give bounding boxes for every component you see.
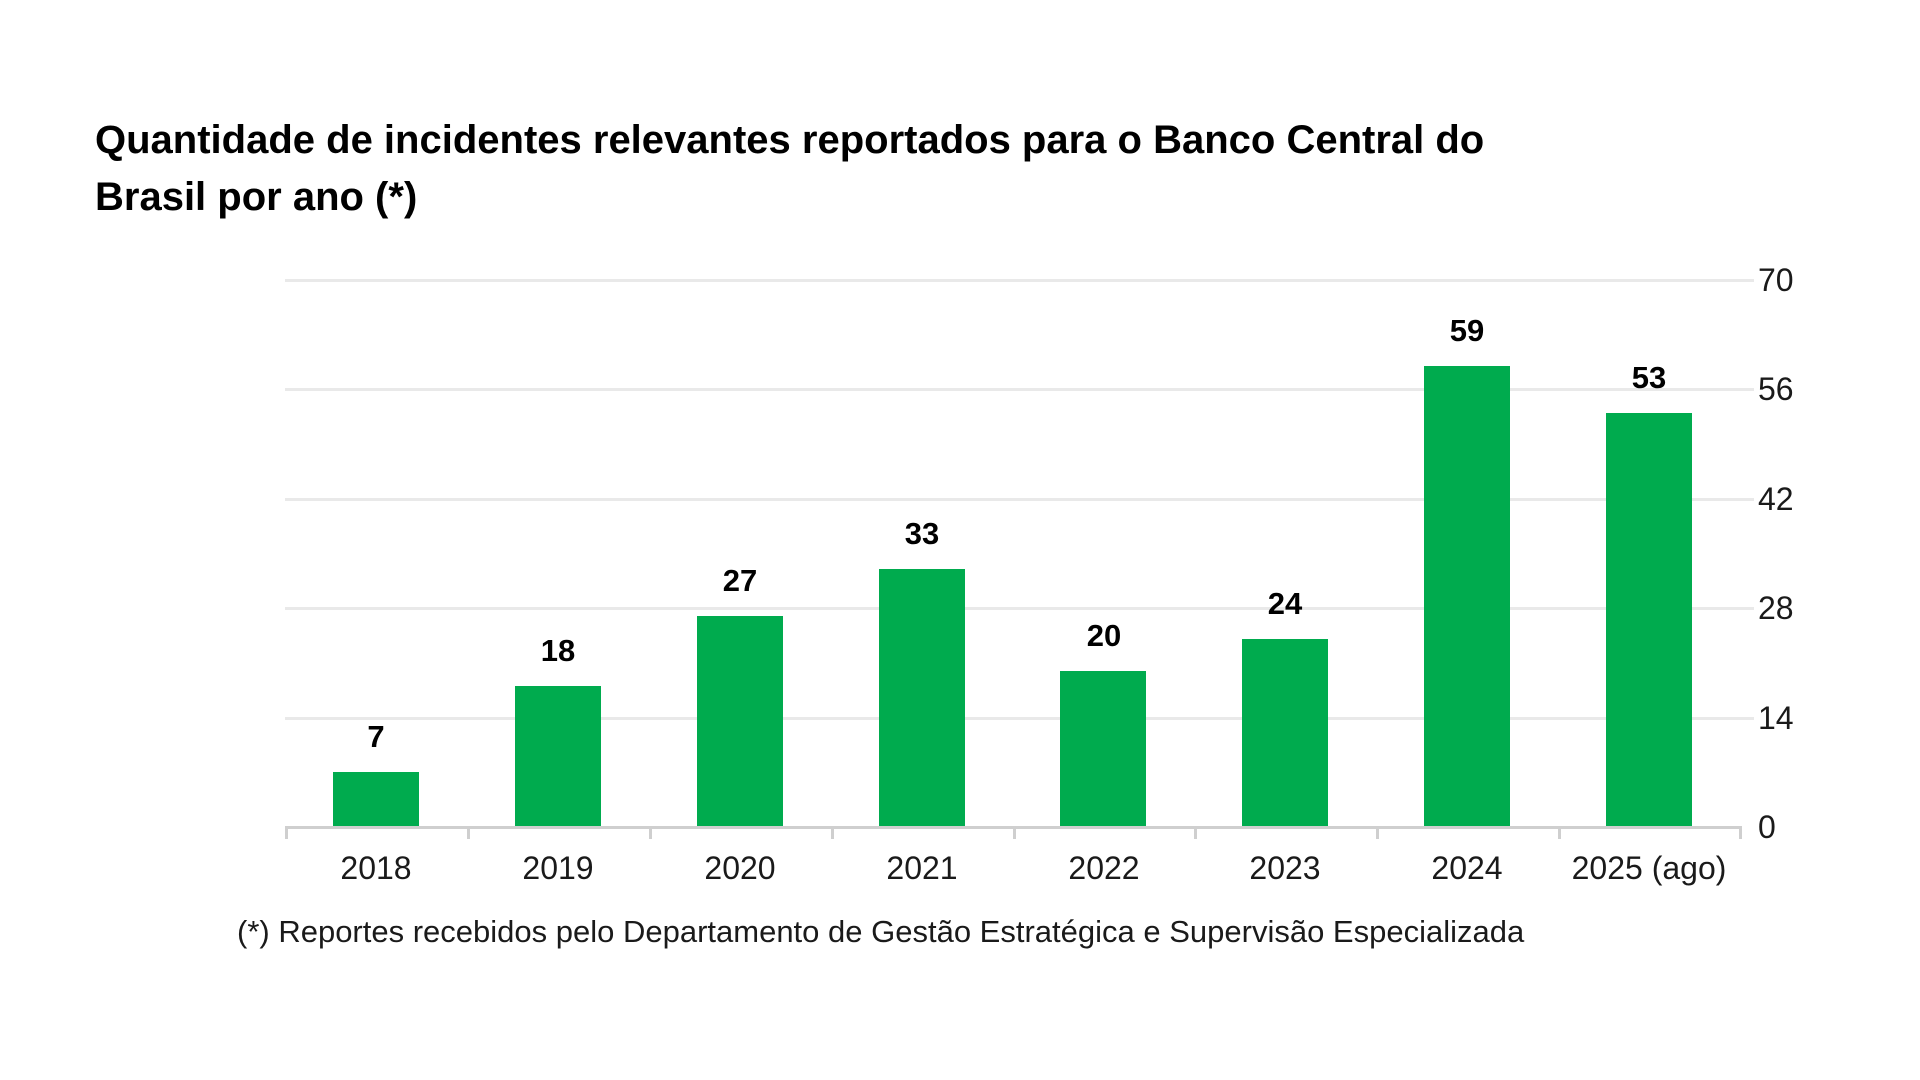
y-tick-label-56: 56 (1758, 371, 1794, 407)
y-tick-label-42: 42 (1758, 481, 1794, 517)
x-axis-tick-2 (649, 829, 652, 839)
x-tick-label-2022: 2022 (1068, 850, 1140, 886)
bar-value-label-2025-ago: 53 (1631, 360, 1667, 395)
chart-title: Quantidade de incidentes relevantes repo… (95, 112, 1855, 226)
bar-value-label-2022: 20 (1086, 618, 1122, 653)
bar-value-label-2023: 24 (1267, 586, 1303, 621)
y-tick-label-0: 0 (1758, 809, 1776, 845)
bar-2023 (1242, 639, 1328, 827)
bar-2022 (1060, 671, 1146, 827)
bar-value-label-2020: 27 (722, 563, 758, 598)
gridline-28 (285, 607, 1754, 610)
bar-2020 (697, 616, 783, 827)
gridline-14 (285, 717, 1754, 720)
gridline-42 (285, 498, 1754, 501)
chart-footnote: (*) Reportes recebidos pelo Departamento… (237, 914, 1525, 949)
bar-2024 (1424, 366, 1510, 827)
bar-2019 (515, 686, 601, 827)
x-axis-tick-7 (1558, 829, 1561, 839)
bar-2021 (879, 569, 965, 827)
x-axis-tick-4 (1013, 829, 1016, 839)
x-tick-label-2025-ago: 2025 (ago) (1571, 850, 1727, 886)
y-tick-label-14: 14 (1758, 700, 1794, 736)
x-tick-label-2019: 2019 (522, 850, 594, 886)
x-tick-label-2024: 2024 (1431, 850, 1503, 886)
x-axis-line (285, 826, 1742, 829)
bar-value-label-2024: 59 (1449, 313, 1485, 348)
x-tick-label-2018: 2018 (340, 850, 412, 886)
y-tick-label-70: 70 (1758, 262, 1794, 298)
x-axis-tick-8 (1739, 829, 1742, 839)
x-tick-label-2021: 2021 (886, 850, 958, 886)
x-axis-tick-5 (1194, 829, 1197, 839)
bar-2018 (333, 772, 419, 827)
y-tick-label-28: 28 (1758, 590, 1794, 626)
x-axis-tick-0 (285, 829, 288, 839)
chart-title-line-1: Quantidade de incidentes relevantes repo… (95, 118, 1485, 162)
bar-value-label-2021: 33 (904, 516, 940, 551)
x-axis-tick-3 (831, 829, 834, 839)
gridline-70 (285, 279, 1754, 282)
bar-value-label-2019: 18 (540, 633, 576, 668)
x-axis-tick-1 (467, 829, 470, 839)
x-tick-label-2023: 2023 (1249, 850, 1321, 886)
x-tick-label-2020: 2020 (704, 850, 776, 886)
x-axis-tick-6 (1376, 829, 1379, 839)
chart-title-line-2: Brasil por ano (*) (95, 175, 418, 219)
gridline-56 (285, 388, 1754, 391)
bar-value-label-2018: 7 (367, 719, 385, 754)
bar-2025-ago (1606, 413, 1692, 827)
